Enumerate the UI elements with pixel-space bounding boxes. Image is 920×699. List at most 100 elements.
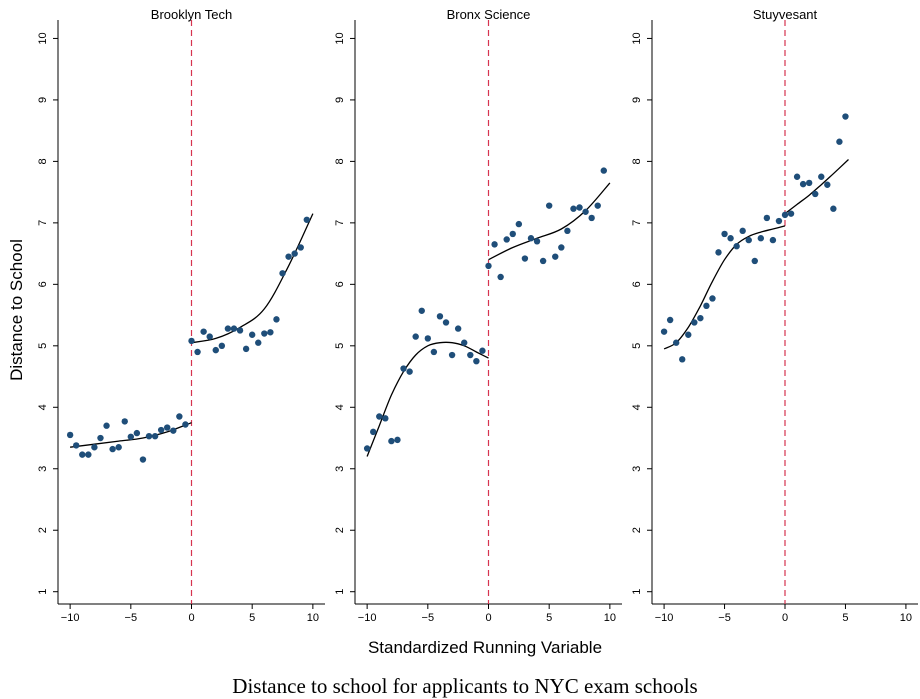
y-tick-label: 1: [631, 589, 643, 595]
data-point: [721, 230, 728, 238]
y-tick-label: 8: [334, 158, 346, 164]
data-point: [370, 428, 377, 436]
data-point: [412, 333, 419, 340]
data-point: [145, 432, 153, 440]
data-point: [818, 173, 825, 180]
data-point: [533, 238, 541, 245]
data-point: [497, 273, 504, 281]
y-tick-label: 8: [37, 158, 49, 164]
data-point: [73, 442, 80, 449]
x-tick-label: 5: [842, 612, 848, 624]
data-point: [509, 230, 516, 238]
data-point: [769, 236, 777, 244]
data-point: [781, 211, 789, 219]
y-tick-label: 4: [631, 404, 643, 410]
data-point: [206, 333, 213, 340]
data-point: [515, 220, 523, 228]
data-point: [382, 415, 389, 422]
fit-line-left: [663, 225, 786, 350]
panel-title: Stuyvesant: [753, 7, 818, 22]
data-point: [418, 307, 425, 314]
data-point: [521, 255, 529, 262]
data-point: [558, 244, 565, 251]
data-point: [164, 424, 171, 431]
data-point: [97, 434, 104, 442]
data-point: [539, 257, 547, 265]
data-point: [151, 432, 159, 440]
data-point: [830, 205, 837, 212]
data-point: [775, 217, 783, 225]
x-tick-label: 0: [782, 612, 788, 624]
data-point: [79, 451, 86, 458]
y-tick-label: 5: [631, 343, 643, 349]
x-tick-label: −10: [61, 612, 80, 624]
data-point: [157, 426, 165, 434]
data-point: [248, 331, 256, 338]
data-point: [805, 179, 813, 187]
data-point: [442, 319, 450, 326]
data-point: [261, 330, 268, 337]
data-point: [709, 295, 716, 302]
x-tick-label: −5: [422, 612, 435, 624]
x-tick-label: 0: [485, 612, 491, 624]
y-tick-label: 7: [631, 220, 643, 226]
data-point: [479, 347, 486, 354]
data-point: [503, 236, 510, 243]
data-point: [303, 216, 310, 223]
data-point: [485, 262, 492, 270]
data-point: [685, 331, 692, 338]
data-point: [91, 444, 98, 451]
data-point: [812, 190, 819, 198]
data-point: [194, 348, 201, 356]
x-axis-title: Standardized Running Variable: [368, 638, 602, 657]
data-point: [733, 243, 740, 250]
y-tick-label: 2: [631, 527, 643, 533]
data-point: [436, 313, 444, 320]
panel-0: Brooklyn Tech 1 2 3 4 5 6 7 8 9 10 −10 −5 0 5 10: [37, 7, 325, 624]
data-point: [461, 339, 468, 346]
data-point: [139, 456, 147, 463]
data-point: [545, 202, 553, 209]
data-point: [836, 138, 843, 145]
fit-line-right: [488, 182, 611, 261]
data-point: [757, 235, 765, 242]
panel-2: Stuyvesant 1 2 3 4 5 6 7 8 9 10 −10 −5 0 5 10: [631, 7, 918, 624]
y-tick-label: 8: [631, 158, 643, 164]
data-point: [745, 236, 752, 244]
data-point: [473, 357, 480, 365]
y-tick-label: 1: [334, 589, 346, 595]
y-tick-label: 9: [37, 97, 49, 103]
data-point: [109, 445, 116, 453]
data-point: [727, 235, 734, 242]
data-point: [594, 202, 601, 209]
data-point: [763, 214, 771, 222]
data-point: [236, 327, 244, 334]
data-point: [842, 113, 849, 120]
x-tick-label: 0: [188, 612, 194, 624]
data-point: [588, 214, 595, 222]
data-point: [467, 351, 474, 359]
data-point: [672, 339, 680, 346]
data-point: [793, 173, 801, 180]
data-point: [121, 418, 128, 425]
data-point: [394, 436, 401, 444]
y-tick-label: 5: [37, 343, 49, 349]
data-point: [115, 444, 122, 451]
data-point: [85, 451, 92, 458]
data-point: [224, 325, 232, 332]
data-point: [679, 356, 686, 363]
data-point: [182, 421, 189, 428]
data-point: [273, 316, 280, 323]
data-point: [230, 325, 238, 332]
y-tick-label: 6: [37, 281, 49, 287]
y-tick-label: 10: [631, 32, 643, 44]
y-tick-label: 10: [334, 32, 346, 44]
y-tick-label: 2: [334, 527, 346, 533]
fit-line-right: [191, 213, 314, 344]
y-tick-label: 1: [37, 589, 49, 595]
y-tick-label: 5: [334, 343, 346, 349]
data-point: [552, 253, 559, 260]
figure-caption: Distance to school for applicants to NYC…: [232, 674, 697, 698]
